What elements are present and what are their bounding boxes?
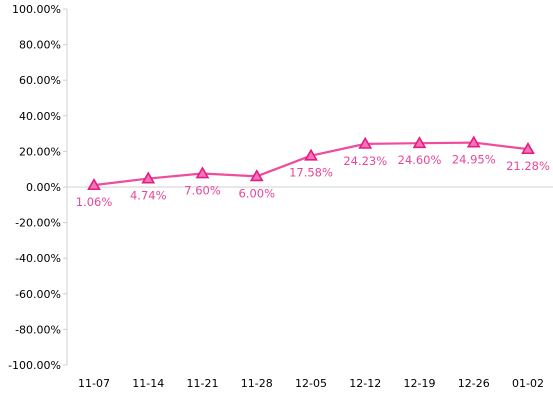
data-label: 7.60% [184, 183, 221, 197]
data-label: 17.58% [289, 166, 333, 180]
data-point-marker [87, 178, 101, 191]
y-tick-label: 40.00% [19, 110, 61, 123]
y-tick-label: -40.00% [15, 252, 61, 265]
data-point-marker [521, 142, 535, 155]
data-label: 6.00% [238, 186, 275, 200]
y-tick-label: -60.00% [15, 288, 61, 301]
data-label: 1.06% [76, 195, 113, 209]
data-label: 4.74% [130, 189, 167, 203]
y-tick-label: 20.00% [19, 145, 61, 158]
data-point-marker [412, 136, 427, 149]
x-tick-label: 12-12 [349, 377, 381, 390]
data-point-marker [249, 169, 264, 182]
x-tick-label: 12-05 [295, 377, 327, 390]
y-tick-label: 60.00% [19, 74, 61, 87]
y-tick-label: -80.00% [15, 323, 61, 336]
y-tick-label: 0.00% [26, 181, 61, 194]
x-tick-label: 11-14 [132, 377, 164, 390]
x-tick-label: 01-02 [512, 377, 544, 390]
data-label: 24.95% [452, 153, 496, 167]
y-tick-label: 80.00% [19, 39, 61, 52]
x-tick-label: 12-26 [458, 377, 490, 390]
data-point-marker [358, 136, 373, 149]
x-tick-label: 11-07 [78, 377, 110, 390]
data-point-marker [304, 148, 318, 161]
data-point-marker [466, 135, 481, 148]
data-label: 24.60% [398, 153, 442, 167]
x-tick-label: 11-21 [187, 377, 219, 390]
y-tick-label: -100.00% [8, 359, 61, 372]
y-tick-label: 100.00% [12, 3, 61, 16]
y-tick-label: -20.00% [15, 217, 61, 230]
data-point-marker [141, 171, 156, 184]
data-label: 24.23% [343, 154, 387, 168]
x-tick-label: 12-19 [404, 377, 436, 390]
data-point-marker [195, 166, 210, 179]
x-tick-label: 11-28 [241, 377, 273, 390]
data-label: 21.28% [506, 159, 550, 173]
